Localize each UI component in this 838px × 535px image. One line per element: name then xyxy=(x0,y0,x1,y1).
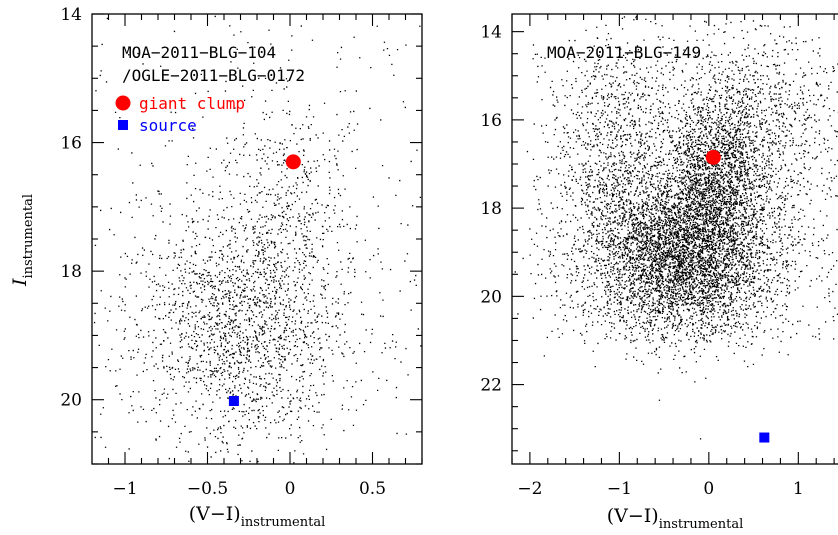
right-plot-frame xyxy=(511,13,838,465)
right-x-tick-label: 0 xyxy=(703,479,714,499)
left-highlighted-points xyxy=(228,154,301,406)
right-highlighted-points xyxy=(705,149,770,443)
left-x-tick-label: 0.5 xyxy=(359,479,386,499)
left-y-tick-label: 16 xyxy=(60,134,82,154)
left-cmd-panel: −1 −0.5 0 0.5 14 16 18 20 MOA−2011−BLG−104 /OGL… xyxy=(9,5,423,530)
right-x-tick-label: −1 xyxy=(607,479,632,499)
left-annotation-line-2: /OGLE−2011−BLG−0172 xyxy=(122,66,305,85)
right-star-field xyxy=(514,15,838,440)
left-x-axis-title: (V−I)instrumental xyxy=(189,503,326,530)
right-x-tick-label: 1 xyxy=(793,479,804,499)
left-x-tick-label: −0.5 xyxy=(187,479,228,499)
right-annotation: MOA−2011−BLG−149 xyxy=(547,43,701,62)
right-giant-clump-point xyxy=(705,149,721,165)
left-y-axis-title: Iinstrumental xyxy=(9,194,36,287)
right-x-tick-label: −2 xyxy=(517,479,542,499)
left-y-tick-label: 18 xyxy=(60,262,82,282)
left-x-tick-label: −1 xyxy=(112,479,137,499)
right-x-axis-title: (V−I)instrumental xyxy=(607,505,744,532)
right-y-tick-label: 18 xyxy=(480,199,502,219)
right-y-tick-label: 14 xyxy=(480,23,502,43)
legend-source-label: source xyxy=(139,116,197,135)
left-y-tick-label: 14 xyxy=(60,5,82,25)
right-background-stars xyxy=(514,15,838,440)
legend-giant-clump-marker xyxy=(115,95,131,111)
left-annotation-line-1: MOA−2011−BLG−104 xyxy=(122,43,276,62)
right-y-tick-label: 22 xyxy=(480,376,502,396)
right-y-tick-label: 16 xyxy=(480,111,502,131)
left-axis-ticks: −1 −0.5 0 0.5 14 16 18 20 xyxy=(60,5,423,499)
left-x-tick-label: 0 xyxy=(285,479,296,499)
legend-giant-clump-label: giant clump xyxy=(139,94,245,113)
right-y-tick-label: 20 xyxy=(480,287,502,307)
left-giant-clump-point xyxy=(285,154,301,170)
left-y-tick-label: 20 xyxy=(60,391,82,411)
legend-source-marker xyxy=(118,120,128,130)
right-axis-ticks: −2 −1 0 1 14 16 18 20 22 xyxy=(480,14,835,499)
right-source-point xyxy=(759,432,770,443)
left-source-point xyxy=(228,396,239,406)
right-cmd-panel: −2 −1 0 1 14 16 18 20 22 MOA−2011−BLG−149 (V−I)i… xyxy=(480,13,838,532)
